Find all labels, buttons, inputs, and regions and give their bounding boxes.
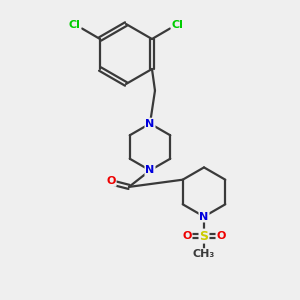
Text: O: O (216, 231, 226, 241)
Text: O: O (182, 231, 192, 241)
Text: N: N (146, 165, 154, 176)
Text: N: N (200, 212, 208, 222)
Text: Cl: Cl (69, 20, 80, 30)
Text: CH₃: CH₃ (193, 249, 215, 259)
Text: S: S (200, 230, 208, 243)
Text: N: N (146, 118, 154, 129)
Text: Cl: Cl (172, 20, 183, 30)
Text: O: O (106, 176, 116, 186)
